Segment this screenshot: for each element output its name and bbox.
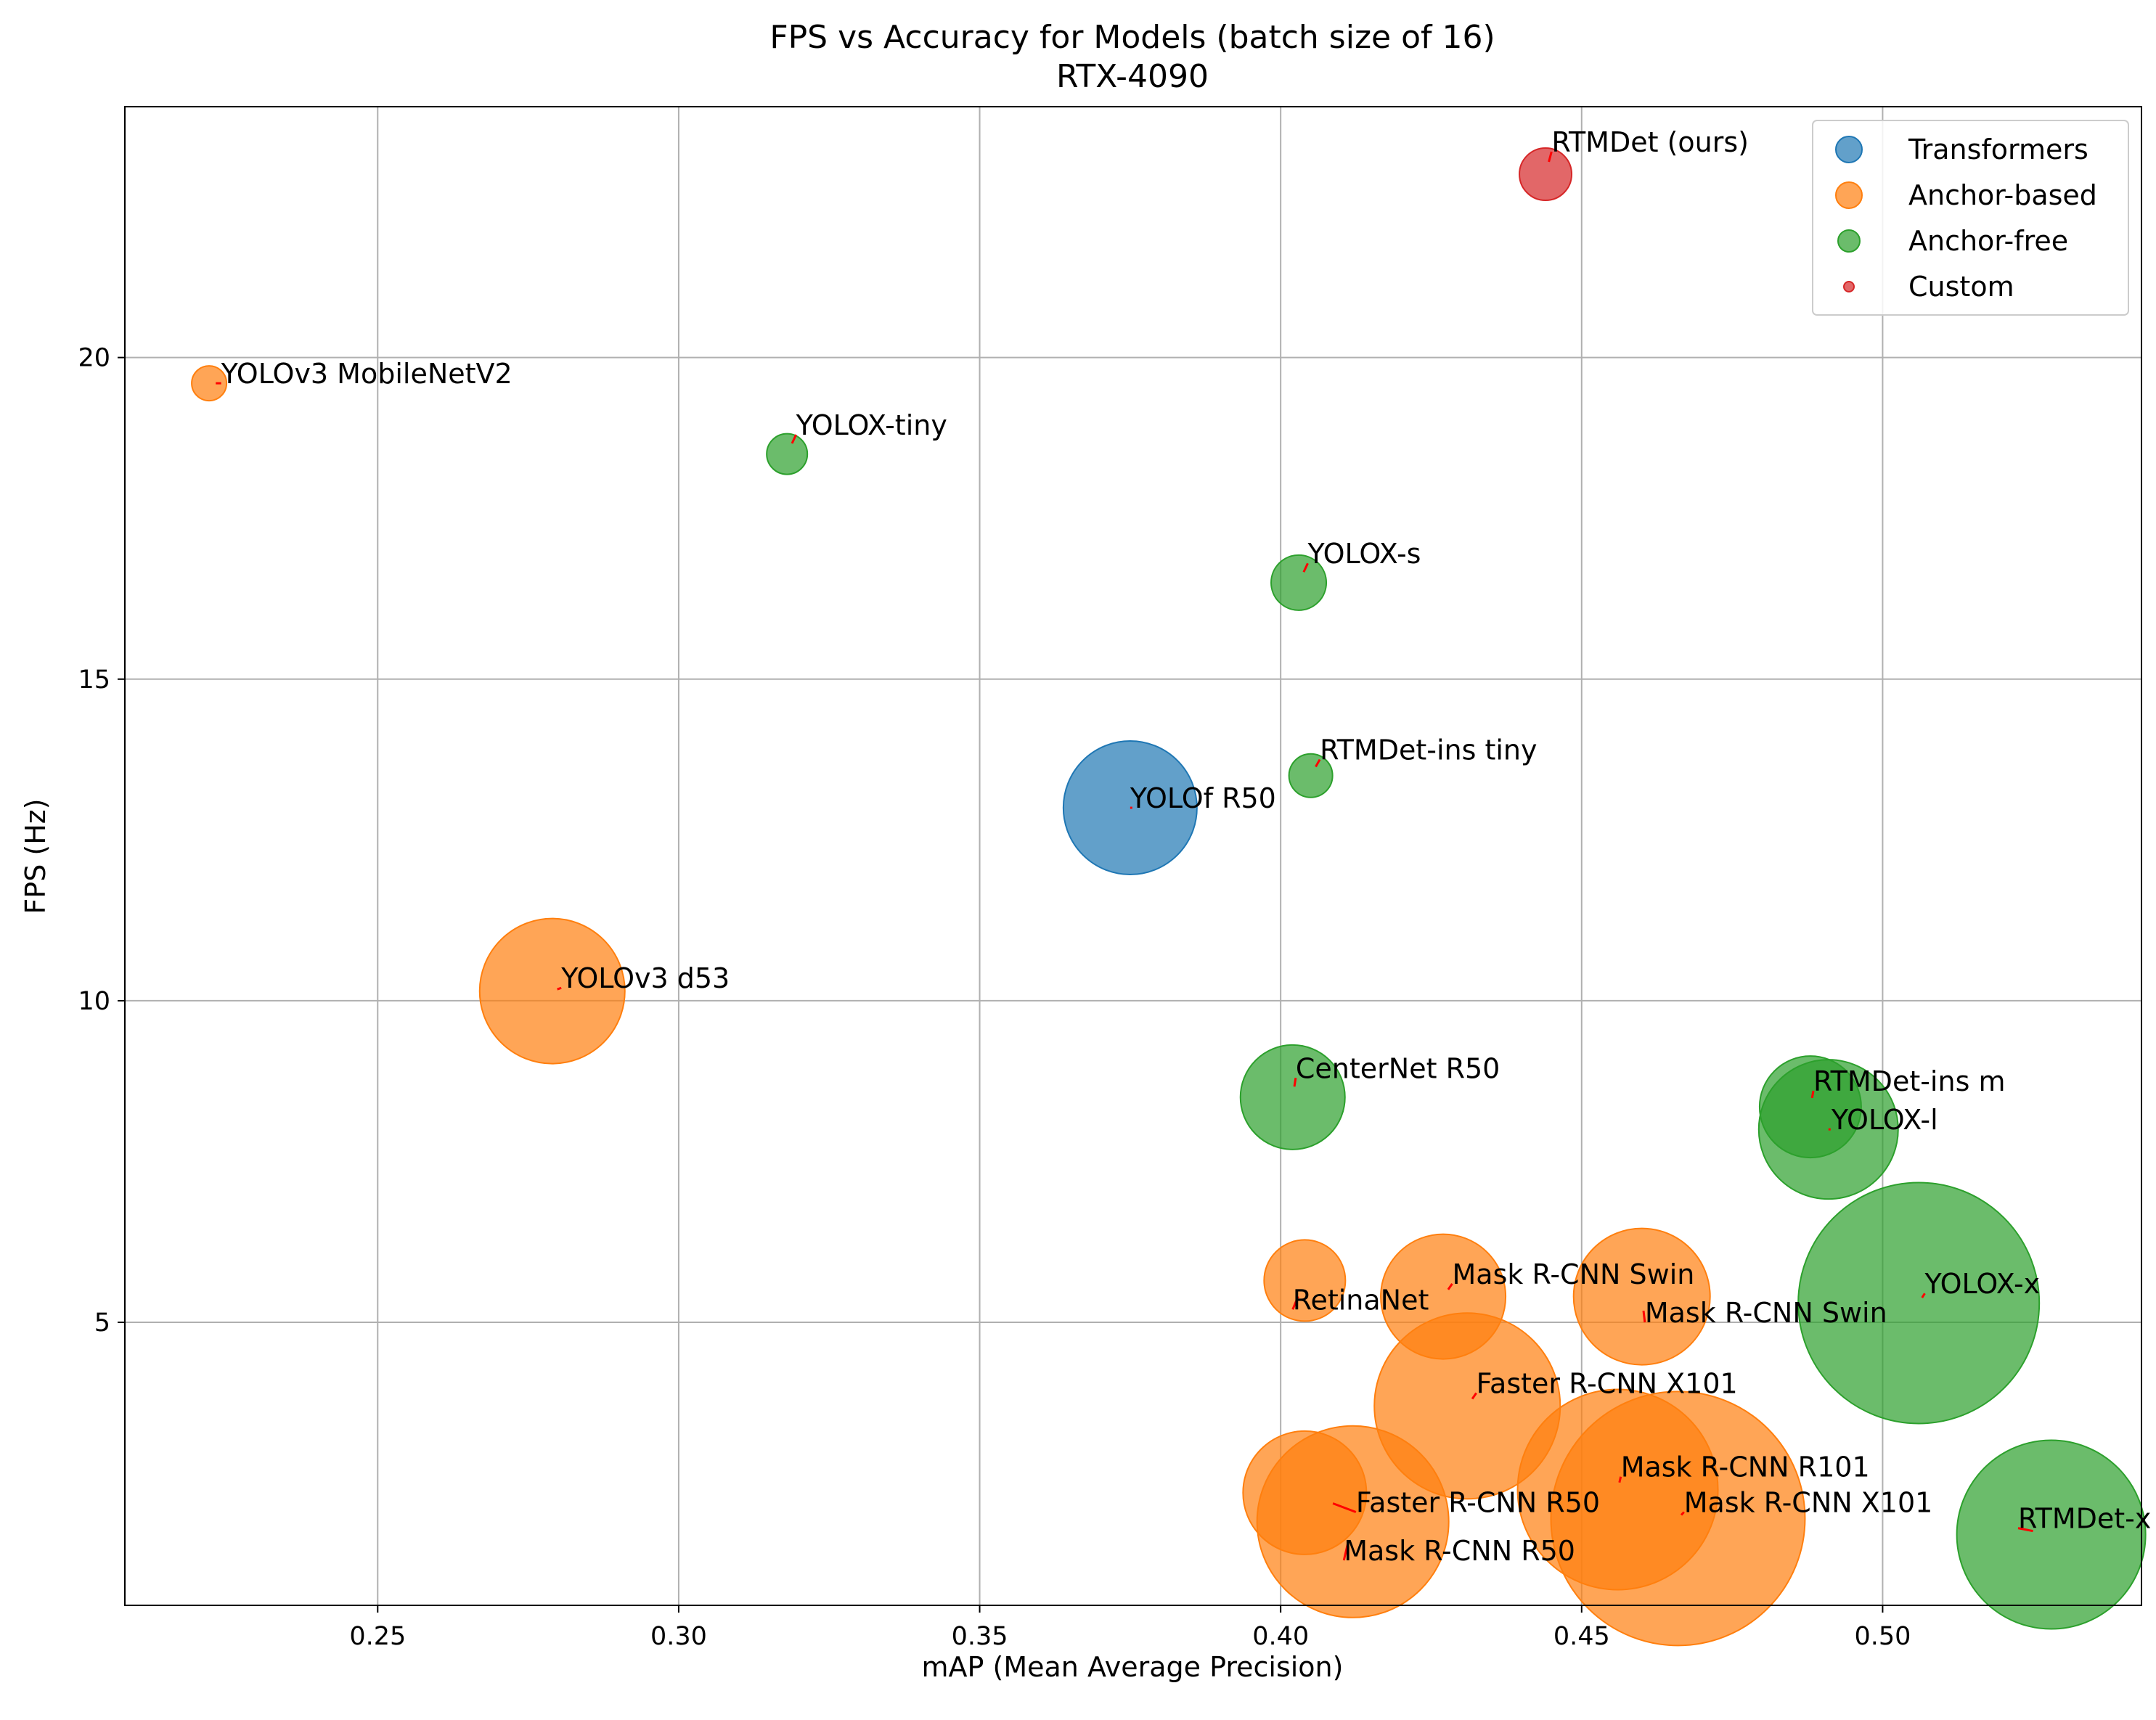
point-label: Mask R-CNN Swin	[1645, 1297, 1887, 1329]
point-label: RTMDet-x	[2018, 1503, 2151, 1535]
annotation-leader	[1642, 1310, 1646, 1323]
point-label: Mask R-CNN Swin	[1453, 1258, 1695, 1290]
annotation-leader	[1471, 1392, 1477, 1400]
point-label: CenterNet R50	[1296, 1052, 1500, 1084]
point-label: RTMDet-ins tiny	[1320, 734, 1537, 766]
point-label: YOLOX-tiny	[796, 409, 947, 441]
data-bubble	[1550, 1391, 1806, 1647]
x-tick-label: 0.45	[1553, 1622, 1610, 1651]
annotation-leader	[2017, 1527, 2033, 1533]
annotation-leader	[1618, 1476, 1622, 1483]
data-bubble	[1288, 753, 1334, 798]
annotation-leader	[1680, 1511, 1685, 1516]
annotation-leader	[1315, 758, 1321, 768]
chart-title: FPS vs Accuracy for Models (batch size o…	[769, 19, 1495, 56]
point-label: Mask R-CNN X101	[1684, 1486, 1933, 1518]
data-bubble	[1373, 1312, 1561, 1500]
legend-label: Custom	[1908, 271, 2014, 303]
legend-marker	[1835, 136, 1863, 163]
data-bubble	[1956, 1439, 2147, 1630]
point-label: YOLOX-x	[1924, 1268, 2040, 1300]
y-axis-ticks: 5 10 15 20	[78, 344, 125, 1338]
y-tick-label: 5	[94, 1309, 110, 1338]
legend-label: Anchor-based	[1908, 179, 2097, 211]
point-label: Mask R-CNN R101	[1621, 1451, 1870, 1483]
legend-label: Transformers	[1908, 134, 2088, 165]
annotation-leader	[1921, 1293, 1926, 1298]
point-label: RTMDet-ins m	[1813, 1065, 2005, 1097]
bubbles	[191, 147, 2147, 1647]
annotation-leaders	[216, 151, 2033, 1561]
data-bubble	[1239, 1044, 1346, 1150]
point-label: Faster R-CNN R50	[1356, 1486, 1600, 1518]
x-tick-label: 0.50	[1854, 1622, 1911, 1651]
point-label: Mask R-CNN R50	[1344, 1535, 1575, 1567]
x-tick-label: 0.25	[349, 1622, 406, 1651]
data-bubble	[1519, 147, 1573, 202]
point-label: YOLOX-s	[1307, 538, 1421, 570]
legend-label: Anchor-free	[1908, 225, 2068, 257]
data-bubble	[1797, 1182, 2041, 1425]
legend-box	[1812, 120, 2129, 316]
annotation-leader	[1810, 1090, 1815, 1099]
legend: Transformers Anchor-based Anchor-free Custo…	[1812, 120, 2129, 316]
annotation-leader	[557, 986, 562, 991]
x-axis-ticks: 0.25 0.30 0.35 0.40 0.45 0.50	[349, 1605, 1911, 1651]
point-label: YOLOv3 MobileNetV2	[221, 358, 513, 390]
chart-subtitle: RTX-4090	[1056, 58, 1209, 95]
y-tick-label: 10	[78, 987, 110, 1016]
annotation-leader	[1332, 1502, 1357, 1513]
legend-marker	[1835, 181, 1863, 209]
annotations: YOLOf R50 YOLOv3 MobileNetV2 YOLOv3 d53 Ret…	[221, 126, 2152, 1567]
data-bubble	[191, 365, 228, 402]
annotation-leader	[1291, 1295, 1299, 1310]
data-bubble	[1270, 554, 1328, 611]
point-label: RTMDet (ours)	[1551, 126, 1749, 158]
point-label: Faster R-CNN X101	[1477, 1368, 1738, 1400]
x-tick-label: 0.40	[1252, 1622, 1309, 1651]
point-label: YOLOX-l	[1831, 1104, 1938, 1136]
x-tick-label: 0.35	[952, 1622, 1008, 1651]
annotation-leader	[1293, 1078, 1297, 1087]
y-axis-label: FPS (Hz)	[20, 798, 52, 914]
data-bubble	[478, 917, 626, 1065]
annotation-leader	[1342, 1542, 1349, 1561]
legend-marker	[1843, 281, 1855, 292]
y-tick-label: 20	[78, 344, 110, 373]
annotation-leader	[1302, 562, 1309, 573]
annotation-leader	[791, 434, 797, 444]
data-bubble	[1256, 1425, 1450, 1618]
data-bubble	[1263, 1239, 1347, 1322]
y-tick-label: 15	[78, 666, 110, 695]
point-label: YOLOf R50	[1130, 782, 1276, 814]
point-label: RetinaNet	[1293, 1284, 1429, 1316]
point-label: YOLOv3 d53	[560, 962, 730, 994]
annotation-leader	[1548, 151, 1553, 163]
plot-frame	[124, 106, 2142, 1606]
data-bubble	[766, 433, 809, 475]
data-bubble	[1572, 1227, 1711, 1366]
x-axis-label: mAP (Mean Average Precision)	[922, 1651, 1344, 1683]
x-tick-label: 0.30	[650, 1622, 707, 1651]
annotation-leader	[1447, 1283, 1453, 1290]
legend-marker	[1837, 229, 1861, 253]
